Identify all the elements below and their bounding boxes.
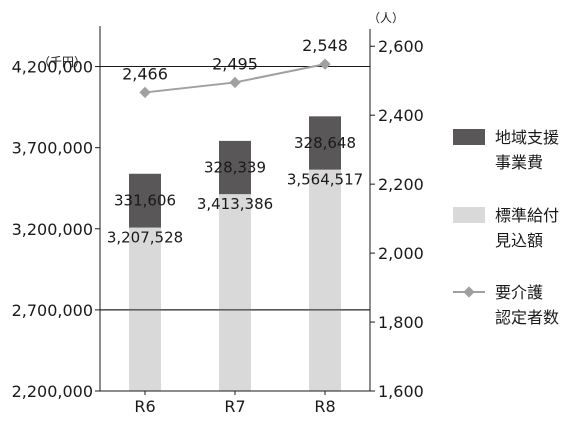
left-tick-label-2: 3,200,000 (12, 220, 93, 239)
legend-swatch-community-support (453, 129, 485, 145)
right-tick-label-2: 2,000 (378, 244, 424, 263)
bar-value-label-community-support-R7: 328,339 (204, 159, 266, 177)
bar-value-label-community-support-R8: 328,648 (294, 134, 356, 152)
left-axis-unit: （千円） (38, 55, 86, 69)
bar-community-support-R6 (129, 173, 161, 228)
bar-value-label-standard-benefit-R8: 3,564,517 (287, 170, 363, 188)
x-tick-label-R7: R7 (224, 397, 245, 416)
x-tick-label-R6: R6 (134, 397, 155, 416)
legend-swatch-marker-care-certified (463, 286, 475, 298)
line-value-label-R7: 2,495 (212, 54, 258, 73)
left-tick-label-3: 3,700,000 (12, 139, 93, 158)
legend-label-care-certified-0: 要介護 (495, 283, 543, 302)
legend-label-care-certified-1: 認定者数 (495, 308, 559, 327)
right-tick-label-0: 1,600 (378, 382, 424, 401)
data-labels: 2,466 2,495 2,548 3,207,528 3,413,386 3,564,5… (107, 36, 363, 246)
legend-label-community-support-0: 地域支援 (495, 128, 559, 147)
bar-standard-benefit-R7 (219, 194, 251, 391)
right-axis-unit: （人） (368, 11, 404, 25)
left-tick-label-0: 2,200,000 (12, 382, 93, 401)
bar-value-label-standard-benefit-R7: 3,413,386 (197, 195, 273, 213)
x-tick-label-R8: R8 (314, 397, 335, 416)
line-value-label-R8: 2,548 (302, 36, 348, 55)
bars (100, 66, 370, 391)
axes: 2,200,000 2,700,000 3,200,000 3,700,000 4,20… (12, 11, 424, 416)
right-tick-label-1: 1,800 (378, 313, 424, 332)
left-tick-label-4: 4,200,000 (12, 58, 93, 77)
right-tick-label-5: 2,600 (378, 37, 424, 56)
left-tick-label-1: 2,700,000 (12, 301, 93, 320)
bar-standard-benefit-R6 (129, 227, 161, 391)
bar-community-support-R7 (219, 140, 251, 195)
line-value-label-R6: 2,466 (122, 64, 168, 83)
right-tick-label-3: 2,200 (378, 175, 424, 194)
legend-swatch-standard-benefit (453, 207, 485, 223)
legend-label-community-support-1: 事業費 (495, 153, 543, 172)
bar-value-label-standard-benefit-R6: 3,207,528 (107, 228, 183, 246)
bar-community-support-R8 (309, 116, 341, 170)
legend-label-standard-benefit-1: 見込額 (495, 231, 543, 250)
right-tick-label-4: 2,400 (378, 106, 424, 125)
bar-value-label-community-support-R6: 331,606 (114, 192, 176, 210)
bar-standard-benefit-R8 (309, 169, 341, 391)
legend-label-standard-benefit-0: 標準給付 (495, 206, 559, 225)
